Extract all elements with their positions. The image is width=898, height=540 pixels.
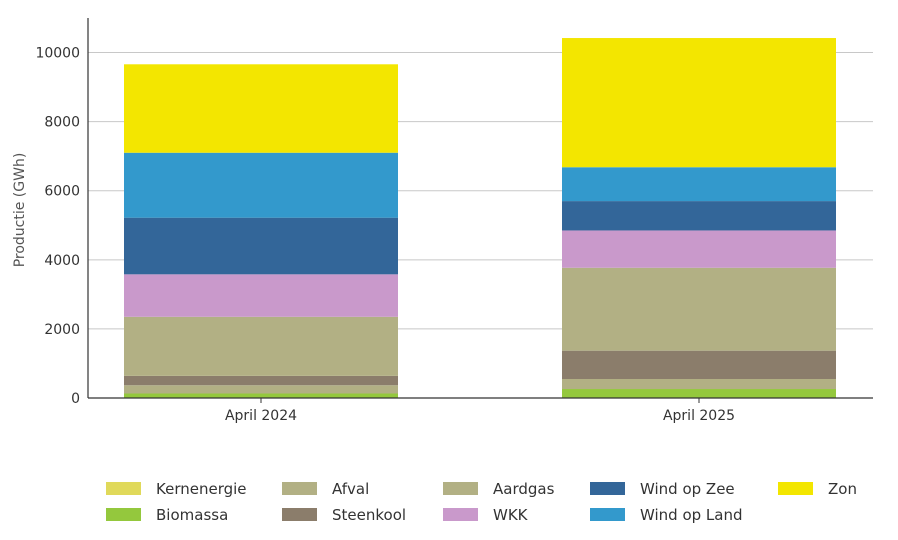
y-tick-label: 10000 — [35, 46, 80, 62]
y-tick-label: 6000 — [44, 184, 80, 200]
y-axis-label: Productie (GWh) — [12, 153, 28, 268]
x-tick-label: April 2025 — [663, 408, 735, 424]
y-tick-label: 2000 — [44, 322, 80, 338]
y-tick-label: 4000 — [44, 253, 80, 269]
legend-swatch — [106, 482, 141, 495]
bar-segment-wind-op-zee — [124, 217, 398, 275]
bar-segment-wind-op-zee — [562, 201, 836, 231]
bar-segment-wkk — [124, 274, 398, 317]
legend-swatch — [590, 508, 625, 521]
legend-label: Wind op Zee — [640, 480, 735, 498]
y-tick-label: 8000 — [44, 115, 80, 131]
bar-segment-aardgas — [562, 267, 836, 351]
legend-swatch — [443, 482, 478, 495]
bar-segment-zon — [562, 38, 836, 168]
legend: Kernenergie Biomassa Afval Steenkool Aardgas… — [106, 480, 857, 524]
axes — [87, 18, 873, 399]
bar-segment-wkk — [562, 230, 836, 268]
bar-segment-biomassa — [562, 389, 836, 398]
y-tick-labels: 0 2000 4000 6000 8000 10000 — [35, 46, 80, 407]
bar-segment-wind-op-land — [562, 167, 836, 202]
y-tick-label: 0 — [71, 391, 80, 407]
legend-label: Kernenergie — [156, 480, 247, 498]
bars — [124, 38, 836, 398]
x-tick-labels: April 2024 April 2025 — [225, 398, 735, 424]
bar-segment-zon — [124, 64, 398, 153]
legend-label: WKK — [493, 506, 529, 524]
legend-swatch — [443, 508, 478, 521]
bar-segment-steenkool — [562, 350, 836, 379]
bar-segment-biomassa — [124, 393, 398, 398]
legend-label: Wind op Land — [640, 506, 743, 524]
bar-segment-aardgas — [124, 316, 398, 376]
bar-segment-afval — [562, 379, 836, 390]
bar-segment-afval — [124, 385, 398, 394]
legend-label: Steenkool — [332, 506, 406, 524]
legend-label: Afval — [332, 480, 369, 498]
legend-swatch — [590, 482, 625, 495]
x-tick-label: April 2024 — [225, 408, 297, 424]
bar-segment-wind-op-land — [124, 152, 398, 218]
legend-swatch — [282, 508, 317, 521]
legend-swatch — [282, 482, 317, 495]
legend-swatch — [106, 508, 141, 521]
legend-swatch — [778, 482, 813, 495]
legend-label: Aardgas — [493, 480, 555, 498]
legend-label: Zon — [828, 480, 857, 498]
legend-label: Biomassa — [156, 506, 228, 524]
bar-segment-steenkool — [124, 375, 398, 386]
